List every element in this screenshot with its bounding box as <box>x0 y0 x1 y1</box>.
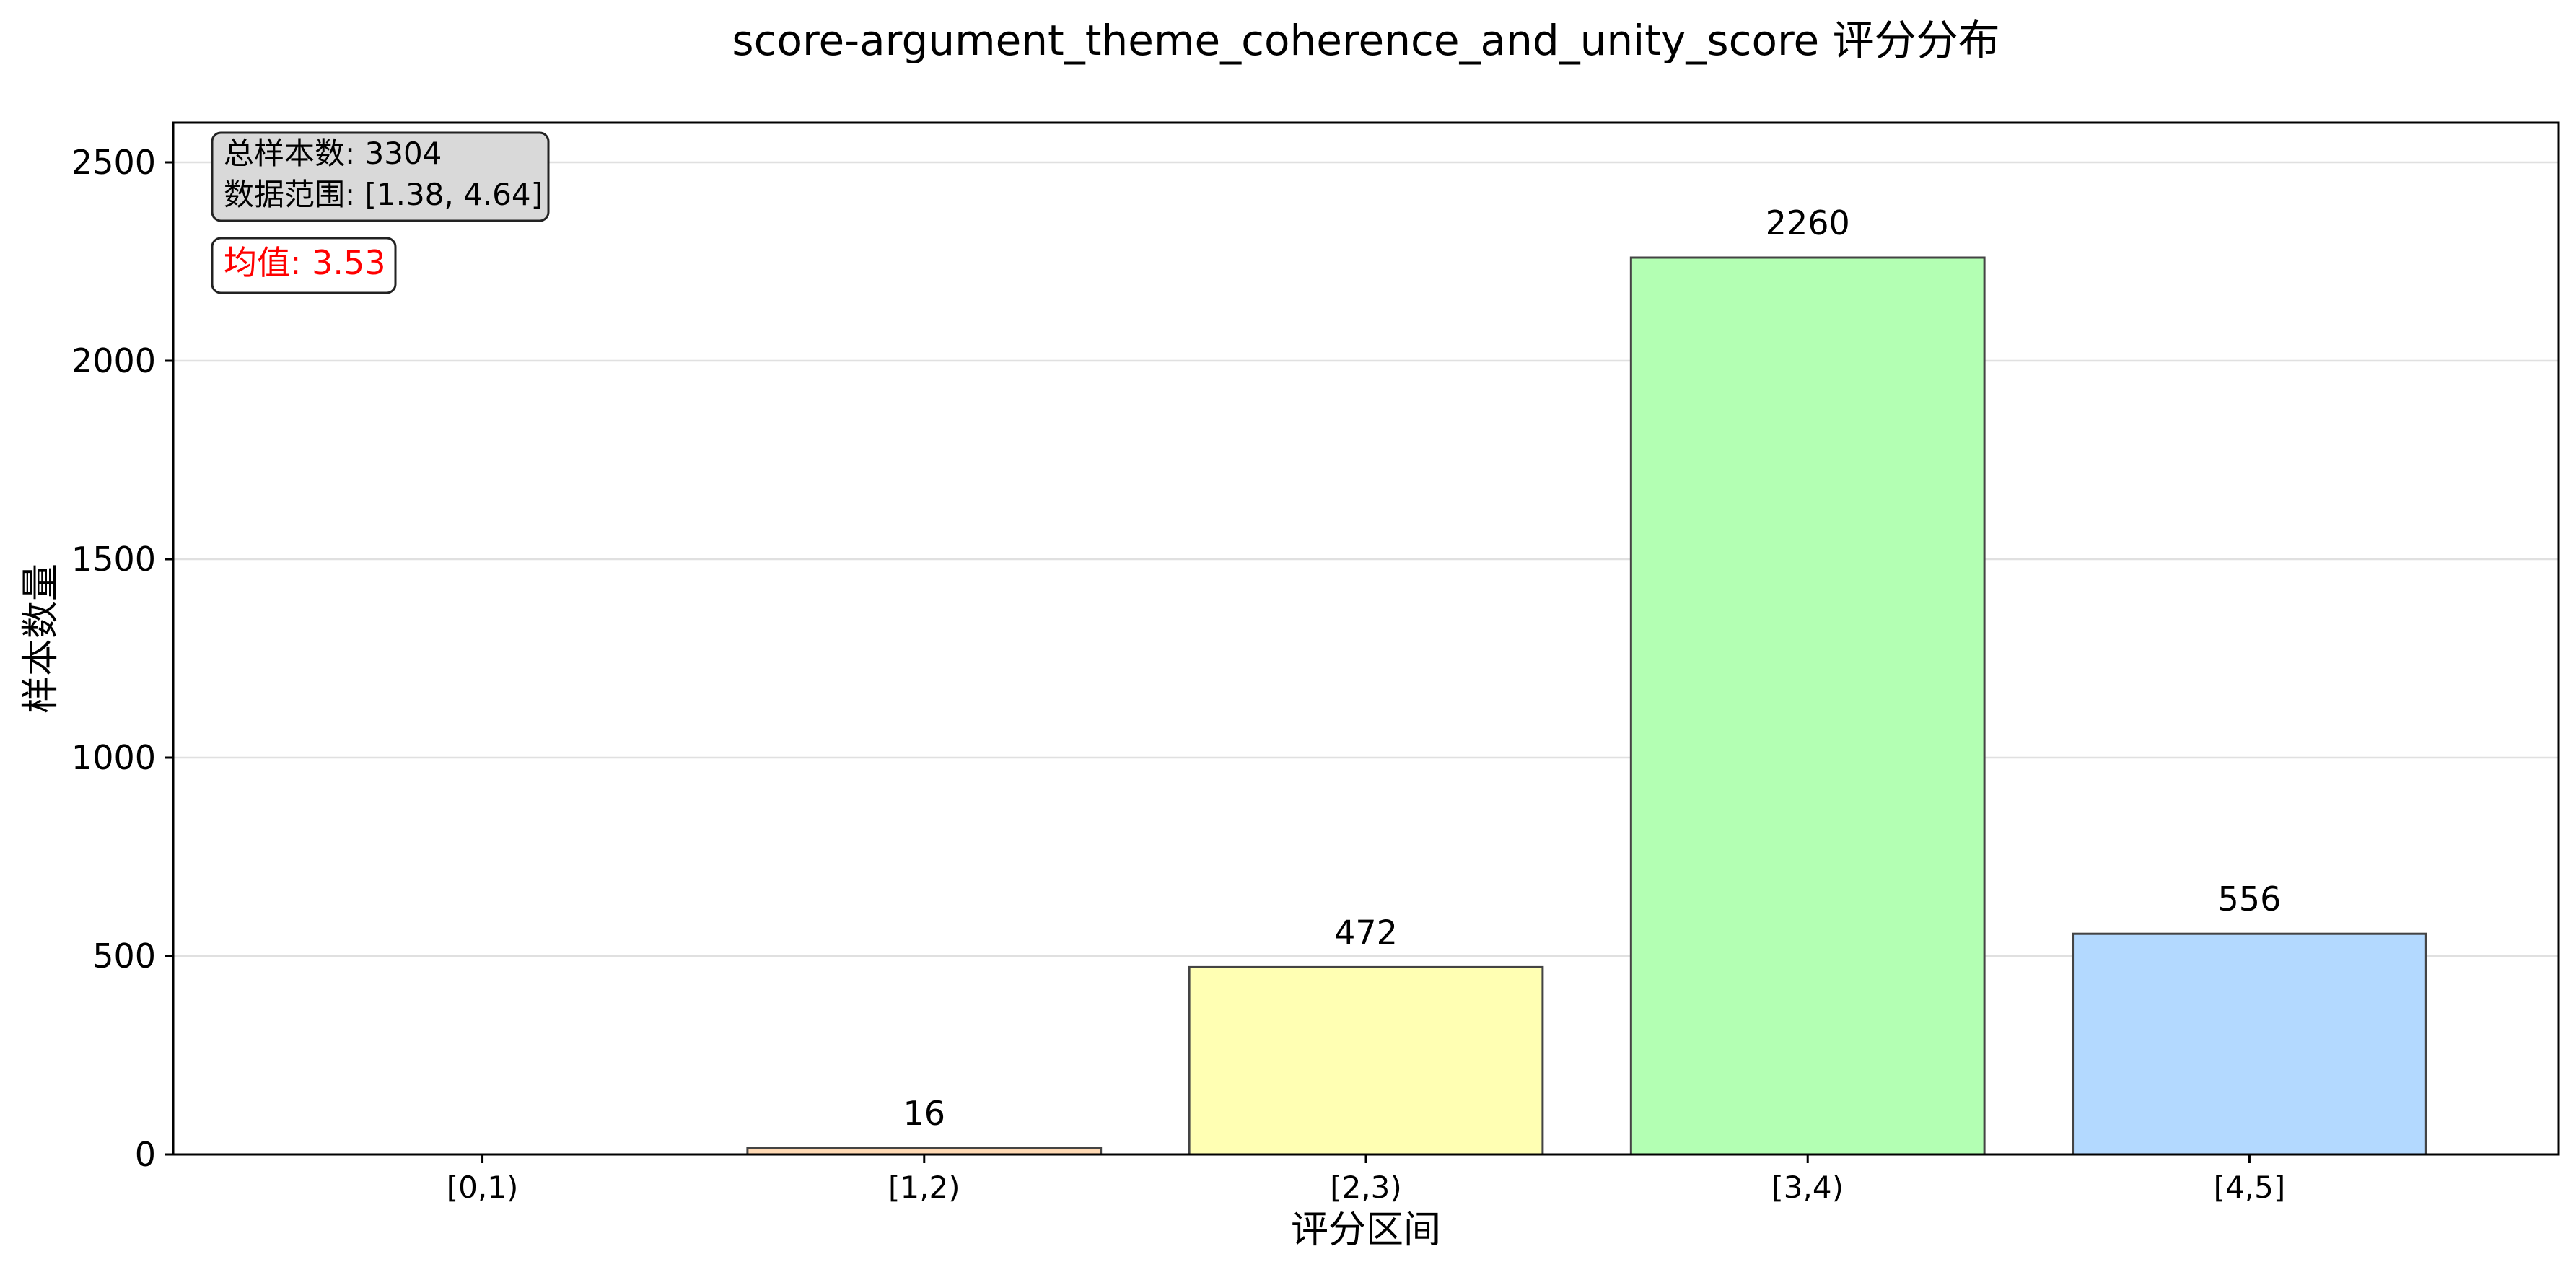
mean-box: 均值: 3.53 <box>211 237 397 294</box>
x-tick-label-0: [0,1) <box>447 1170 519 1205</box>
x-tick-label-3: [3,4) <box>1771 1170 1844 1205</box>
x-tick-label-4: [4,5] <box>2214 1170 2286 1205</box>
bars <box>746 256 2427 1156</box>
mean-value: 均值: 3.53 <box>224 243 386 282</box>
stats-box: 总样本数: 3304 数据范围: [1.38, 4.64] <box>211 131 550 222</box>
bar-value-label-1: 16 <box>903 1094 946 1133</box>
y-tick-label-2: 1000 <box>71 738 156 777</box>
chart-title: score-argument_theme_coherence_and_unity… <box>732 16 1999 65</box>
x-tick-label-1: [1,2) <box>888 1170 960 1205</box>
bar-value-label-4: 556 <box>2218 880 2282 919</box>
bar-2 <box>1188 965 1544 1156</box>
bar-value-label-2: 472 <box>1334 913 1398 952</box>
bar-4 <box>2072 932 2427 1156</box>
y-tick-label-0: 0 <box>135 1135 156 1174</box>
bar-value-labels: 16 472 2260 556 <box>903 203 2282 1133</box>
y-axis-ticks: 0 500 1000 1500 2000 2500 <box>71 143 173 1174</box>
stats-data-range: 数据范围: [1.38, 4.64] <box>224 177 543 212</box>
y-tick-label-3: 1500 <box>71 540 156 579</box>
x-axis-ticks: [0,1) [1,2) [2,3) [3,4) [4,5] <box>447 1154 2285 1205</box>
y-tick-label-4: 2000 <box>71 341 156 380</box>
x-tick-label-2: [2,3) <box>1330 1170 1402 1205</box>
y-tick-label-5: 2500 <box>71 143 156 182</box>
x-axis-label: 评分区间 <box>1291 1209 1441 1252</box>
bar-value-label-3: 2260 <box>1766 203 1850 242</box>
stats-total-samples: 总样本数: 3304 <box>224 136 442 171</box>
y-axis-label: 样本数量 <box>19 564 63 714</box>
bar-3 <box>1629 256 1986 1156</box>
y-tick-label-1: 500 <box>92 937 156 976</box>
